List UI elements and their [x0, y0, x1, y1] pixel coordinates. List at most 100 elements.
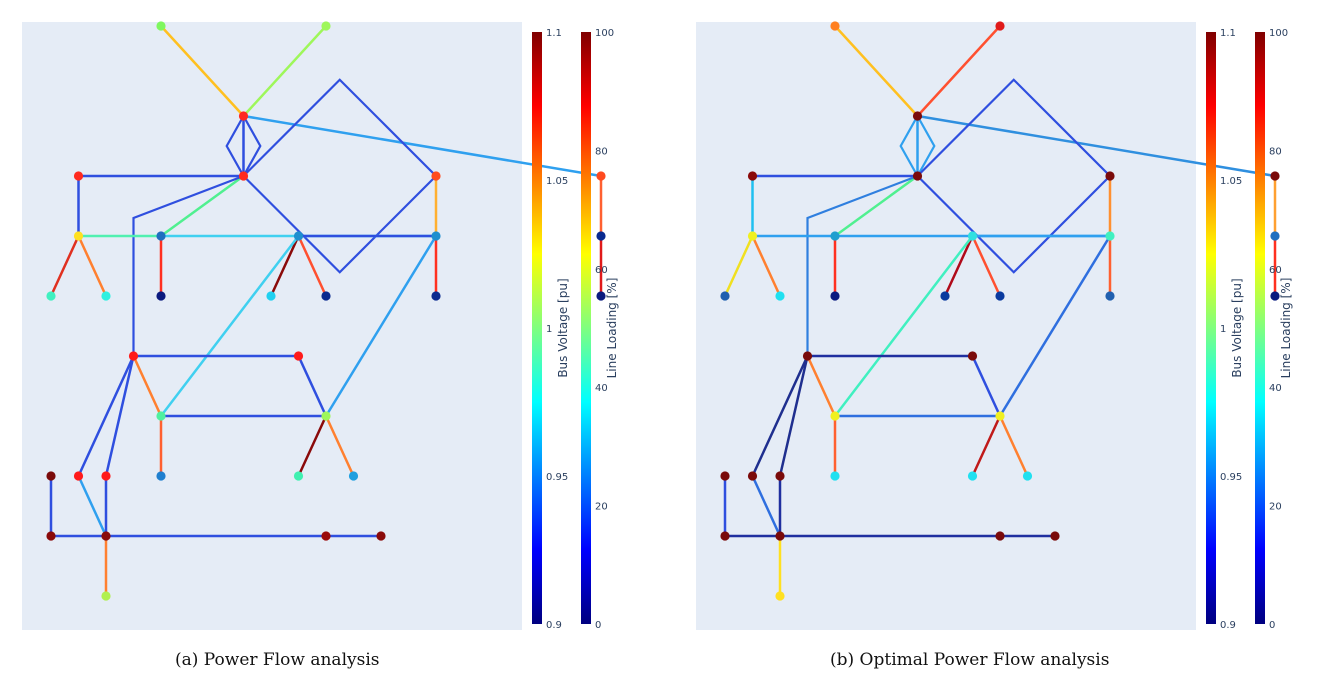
bus-node	[46, 471, 56, 481]
line-edge	[269, 234, 300, 298]
bus-node	[596, 171, 606, 181]
bus-node	[802, 351, 813, 361]
bus-node	[1270, 171, 1280, 181]
bus-node	[156, 231, 166, 241]
bus-node	[912, 171, 923, 181]
caption-b: (b) Optimal Power Flow analysis	[830, 650, 1110, 670]
line-edge	[242, 24, 328, 118]
line-edge	[998, 414, 1029, 478]
line-edge	[324, 414, 355, 478]
colorbar-tick-label: 80	[1269, 146, 1282, 157]
line-edge	[916, 24, 1002, 118]
line-edge	[77, 474, 108, 538]
colorbar-tick-label: 100	[595, 28, 614, 39]
colorbar-tick-label: 0.9	[546, 620, 562, 631]
line-edge	[751, 474, 782, 538]
colorbar-tick-label: 1	[546, 324, 552, 335]
bus-node	[73, 471, 84, 481]
bus-node	[348, 471, 359, 481]
colorbar-tick-label: 0	[1269, 620, 1275, 631]
line-edge	[132, 174, 245, 358]
bus-node	[830, 231, 840, 241]
colorbar-tick-label: 0.95	[546, 472, 568, 483]
line-edge	[806, 354, 837, 418]
colorbar-title: Bus Voltage [pu]	[1230, 278, 1244, 377]
line-edge	[49, 234, 80, 298]
bus-node	[321, 411, 331, 421]
line-edge	[833, 24, 919, 118]
bus-node	[747, 231, 758, 241]
colorbar-tick-label: 20	[595, 502, 608, 513]
bus-node	[46, 291, 56, 301]
bus-node	[775, 291, 785, 301]
colorbar-gradient	[1206, 32, 1216, 624]
caption-a: (a) Power Flow analysis	[175, 650, 380, 670]
bus-node	[967, 351, 978, 361]
line-edge	[751, 354, 809, 478]
line-edge	[77, 234, 108, 298]
bus-node	[156, 21, 166, 31]
colorbar-tick-label: 100	[1269, 28, 1288, 39]
line-edge	[916, 114, 936, 178]
line-edge	[833, 234, 974, 418]
plot-background	[22, 22, 522, 630]
bus-node	[321, 291, 331, 301]
bus-node	[238, 171, 249, 181]
colorbar-tick-label: 0.9	[1220, 620, 1236, 631]
bus-node	[293, 231, 304, 241]
bus-node	[940, 291, 950, 301]
colorbar-tick-label: 1	[1220, 324, 1226, 335]
line-edge	[971, 234, 1002, 298]
line-edge	[242, 78, 438, 178]
colorbar-tick-label: 1.1	[546, 28, 562, 39]
bus-node	[46, 531, 56, 541]
bus-node	[720, 471, 730, 481]
bus-node	[830, 291, 840, 301]
line-edge	[778, 354, 809, 478]
bus-node	[775, 531, 785, 541]
bus-node	[596, 291, 606, 301]
colorbar-title: Line Loading [%]	[605, 278, 619, 379]
bus-node	[720, 531, 730, 541]
colorbar-tick-label: 1.05	[546, 176, 568, 187]
line-edge	[971, 354, 1002, 418]
bus-node	[912, 111, 923, 121]
bus-node	[101, 531, 111, 541]
bus-node	[967, 231, 978, 241]
colorbar-gradient	[532, 32, 542, 624]
loading-colorbar: 100 80 60 40 20 0 Line Loading [%]	[1255, 28, 1293, 631]
line-edge	[916, 78, 1112, 178]
line-edge	[159, 24, 245, 118]
line-edge	[297, 234, 328, 298]
bus-node	[747, 171, 758, 181]
bus-node	[1270, 231, 1280, 241]
line-edge	[899, 114, 919, 178]
line-edge	[998, 234, 1112, 418]
colorbar-tick-label: 20	[1269, 502, 1282, 513]
bus-node	[830, 471, 840, 481]
bus-node	[1105, 171, 1115, 181]
bus-node	[720, 291, 730, 301]
line-edge	[806, 174, 919, 358]
plot-background	[696, 22, 1196, 630]
line-edge	[159, 174, 245, 238]
line-edge	[916, 174, 1112, 274]
line-edge	[225, 114, 245, 178]
line-edge	[971, 414, 1002, 478]
line-edge	[132, 354, 163, 418]
voltage-colorbar: 1.1 1.05 1 0.95 0.9 Bus Voltage [pu]	[1206, 28, 1244, 631]
colorbar-title: Line Loading [%]	[1279, 278, 1293, 379]
bus-node	[73, 231, 84, 241]
bus-node	[830, 21, 840, 31]
panel-b	[696, 21, 1280, 630]
line-edge	[723, 234, 754, 298]
bus-node	[101, 291, 111, 301]
bus-node	[431, 171, 441, 181]
colorbar-gradient	[1255, 32, 1265, 624]
bus-node	[995, 411, 1005, 421]
bus-node	[747, 471, 758, 481]
bus-node	[156, 411, 166, 421]
bus-node	[1270, 291, 1280, 301]
line-edge	[833, 174, 919, 238]
bus-node	[775, 471, 785, 481]
